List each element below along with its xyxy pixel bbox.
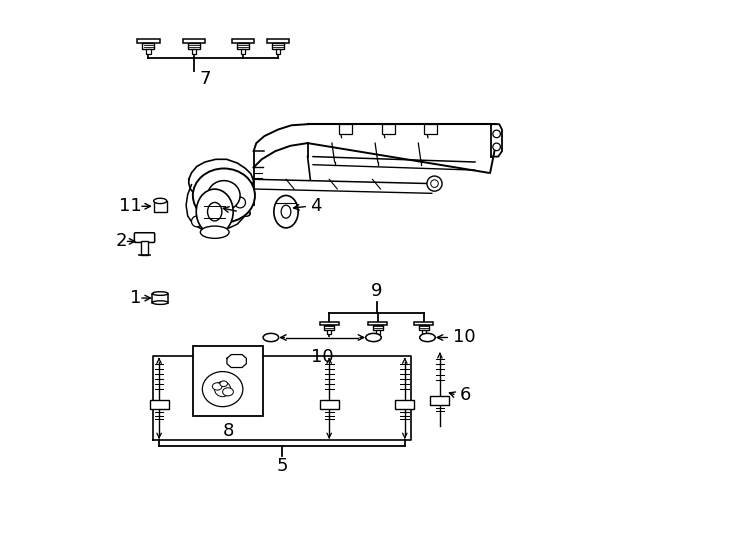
Bar — [241, 49, 245, 54]
Bar — [276, 49, 280, 54]
Bar — [237, 43, 249, 49]
Ellipse shape — [196, 189, 233, 234]
Bar — [396, 401, 414, 409]
FancyBboxPatch shape — [134, 233, 155, 242]
Ellipse shape — [153, 198, 167, 204]
Circle shape — [493, 130, 501, 138]
Bar — [339, 124, 352, 134]
Circle shape — [427, 176, 442, 191]
Bar — [192, 49, 197, 54]
Bar — [137, 39, 159, 43]
Bar — [320, 401, 338, 409]
Text: 11: 11 — [118, 197, 141, 215]
Text: 2: 2 — [115, 232, 127, 251]
Circle shape — [192, 216, 203, 227]
Bar — [324, 325, 334, 329]
Bar — [382, 124, 395, 134]
Ellipse shape — [153, 292, 168, 295]
Text: 10: 10 — [454, 328, 476, 347]
Circle shape — [235, 197, 245, 208]
Ellipse shape — [281, 205, 291, 218]
Circle shape — [493, 143, 501, 151]
Bar — [424, 124, 437, 134]
Bar — [376, 329, 379, 334]
Ellipse shape — [222, 388, 233, 396]
Ellipse shape — [366, 333, 381, 342]
Bar — [320, 322, 338, 325]
Text: 9: 9 — [371, 282, 382, 300]
Text: 1: 1 — [130, 289, 141, 307]
Bar — [193, 346, 264, 416]
Bar — [327, 329, 331, 334]
Bar — [373, 325, 383, 329]
Ellipse shape — [220, 381, 228, 387]
Text: 4: 4 — [310, 197, 321, 215]
Bar — [272, 43, 284, 49]
Bar — [422, 329, 426, 334]
Bar — [183, 39, 206, 43]
Text: 6: 6 — [460, 386, 471, 404]
Text: 10: 10 — [311, 348, 333, 366]
Ellipse shape — [212, 383, 222, 390]
Ellipse shape — [200, 226, 229, 238]
Bar — [188, 43, 200, 49]
Ellipse shape — [214, 382, 230, 397]
Bar — [153, 201, 167, 212]
Bar — [414, 322, 433, 325]
Text: 3: 3 — [241, 202, 252, 221]
Text: 7: 7 — [199, 70, 211, 88]
Bar — [418, 325, 429, 329]
Bar — [142, 43, 154, 49]
Bar — [368, 322, 388, 325]
Ellipse shape — [208, 180, 240, 211]
Bar — [146, 49, 150, 54]
Bar — [142, 241, 148, 255]
Bar — [153, 294, 168, 302]
Ellipse shape — [208, 202, 222, 221]
Ellipse shape — [420, 333, 435, 342]
Ellipse shape — [153, 301, 168, 305]
Bar — [266, 39, 289, 43]
Ellipse shape — [274, 195, 298, 228]
Text: 8: 8 — [222, 422, 234, 440]
Ellipse shape — [263, 333, 279, 342]
Text: 5: 5 — [276, 457, 288, 475]
Ellipse shape — [193, 168, 255, 222]
Bar — [150, 401, 169, 409]
Circle shape — [431, 180, 438, 187]
Bar — [430, 396, 449, 405]
Ellipse shape — [203, 372, 243, 407]
Bar — [231, 39, 254, 43]
